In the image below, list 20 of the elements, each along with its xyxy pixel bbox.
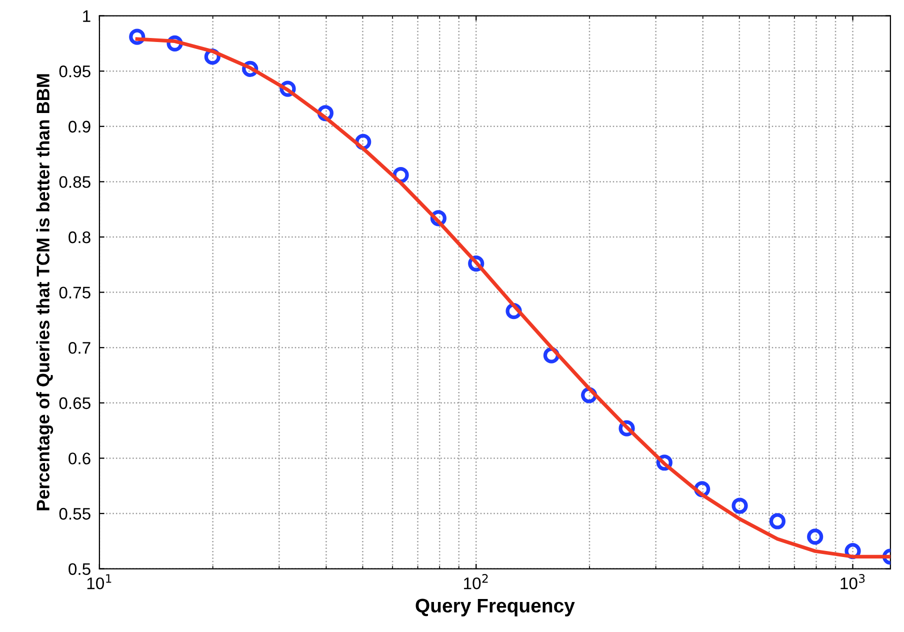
x-tick-label: 10$^{3}$ [840,574,865,590]
x-axis-title: Query Frequency [416,598,575,616]
y-tick-label: 0.8 [68,231,90,244]
y-axis-title: Percentage of Queries that TCM is better than BBM [36,74,54,510]
point [732,498,748,514]
point [807,528,824,545]
y-tick-label: 0.9 [68,120,90,133]
y-tick-label: 0.65 [59,397,90,410]
y-tick-label: 0.85 [59,176,90,188]
point [769,513,786,530]
y-tick-label: 0.75 [59,286,90,299]
y-tick-label: 0.5 [68,563,90,576]
y-tick-label: 1 [83,10,90,22]
x-tick-label: 10$^{2}$ [464,574,488,590]
y-tick-label: 0.95 [59,66,90,78]
y-tick-label: 0.55 [59,508,90,520]
point [129,28,146,45]
y-tick-label: 0.6 [68,452,90,464]
y-tick-label: 0.7 [68,342,90,354]
x-tick-label: 10$^{1}$ [87,574,112,590]
